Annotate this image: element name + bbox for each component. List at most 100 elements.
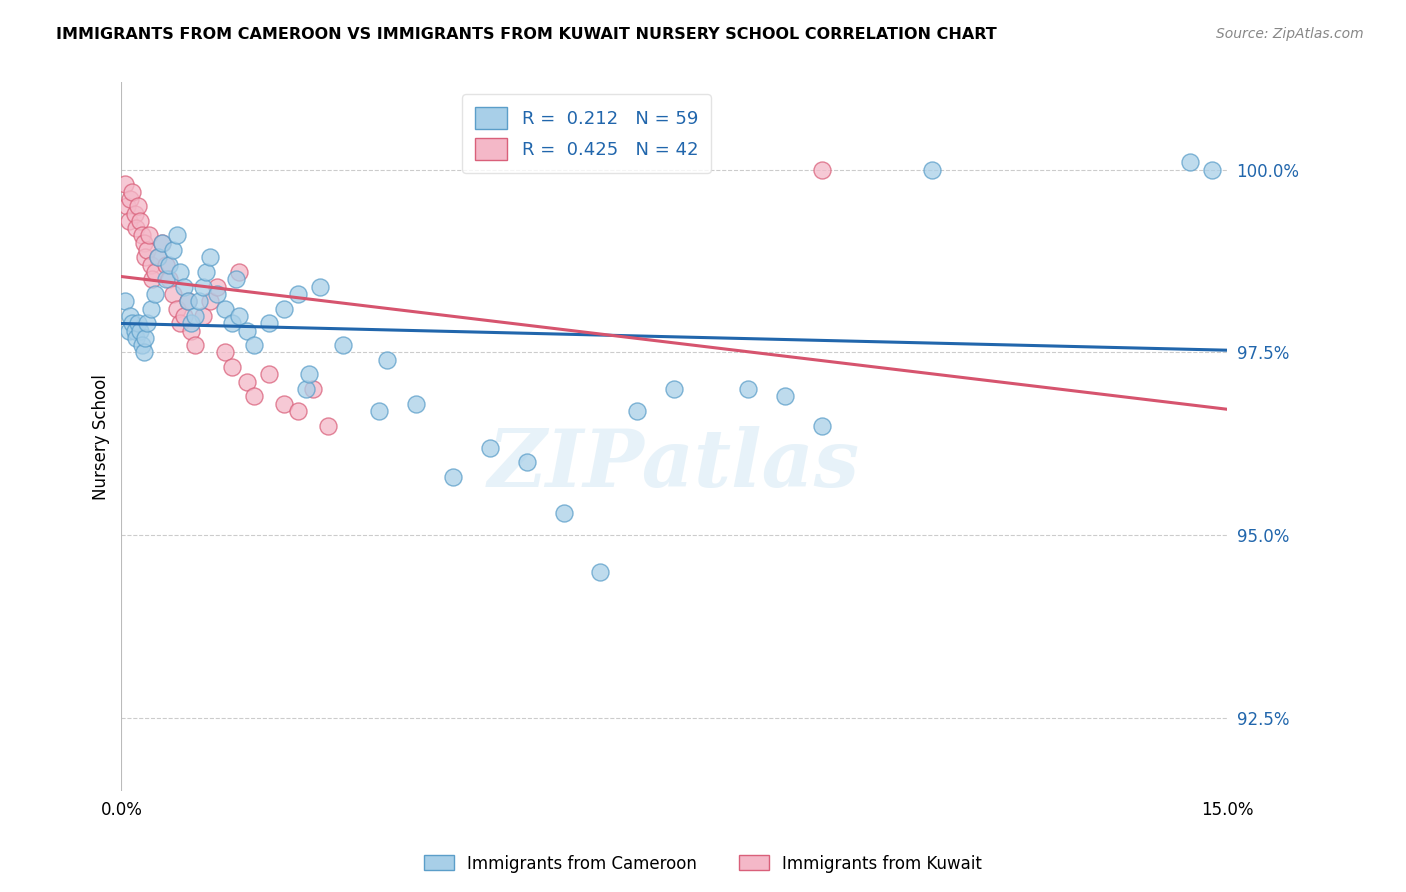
Point — [257, 316, 280, 330]
Point — [195, 265, 218, 279]
Point — [173, 309, 195, 323]
Point — [143, 287, 166, 301]
Point — [737, 382, 759, 396]
Point — [1178, 155, 1201, 169]
Point — [273, 397, 295, 411]
Point — [257, 368, 280, 382]
Point — [127, 316, 149, 330]
Point — [166, 301, 188, 316]
Point — [553, 507, 575, 521]
Point — [125, 331, 148, 345]
Point — [243, 389, 266, 403]
Point — [169, 265, 191, 279]
Point — [221, 316, 243, 330]
Legend: R =  0.212   N = 59, R =  0.425   N = 42: R = 0.212 N = 59, R = 0.425 N = 42 — [463, 95, 711, 173]
Point — [132, 345, 155, 359]
Point — [184, 338, 207, 352]
Point — [150, 235, 173, 250]
Point — [124, 324, 146, 338]
Point — [143, 265, 166, 279]
Point — [191, 309, 214, 323]
Point — [148, 251, 170, 265]
Text: Source: ZipAtlas.com: Source: ZipAtlas.com — [1216, 27, 1364, 41]
Point — [298, 368, 321, 382]
Point — [131, 338, 153, 352]
Point — [1201, 162, 1223, 177]
Text: IMMIGRANTS FROM CAMEROON VS IMMIGRANTS FROM KUWAIT NURSERY SCHOOL CORRELATION CH: IMMIGRANTS FROM CAMEROON VS IMMIGRANTS F… — [56, 27, 997, 42]
Point — [228, 265, 250, 279]
Point — [516, 455, 538, 469]
Point — [114, 178, 136, 192]
Point — [198, 251, 221, 265]
Point — [128, 214, 150, 228]
Point — [921, 162, 943, 177]
Point — [287, 287, 309, 301]
Point — [810, 418, 832, 433]
Point — [166, 228, 188, 243]
Point — [228, 309, 250, 323]
Point — [184, 309, 207, 323]
Point — [127, 199, 149, 213]
Point — [180, 316, 202, 330]
Point — [368, 404, 391, 418]
Point — [207, 279, 229, 293]
Point — [441, 470, 464, 484]
Point — [173, 279, 195, 293]
Point — [162, 287, 184, 301]
Point — [114, 294, 136, 309]
Point — [157, 272, 180, 286]
Point — [626, 404, 648, 418]
Point — [128, 324, 150, 338]
Point — [155, 258, 177, 272]
Point — [150, 235, 173, 250]
Point — [273, 301, 295, 316]
Point — [118, 324, 141, 338]
Point — [235, 324, 257, 338]
Point — [148, 251, 170, 265]
Point — [332, 338, 354, 352]
Point — [207, 287, 229, 301]
Point — [221, 360, 243, 375]
Point — [773, 389, 796, 403]
Point — [132, 235, 155, 250]
Point — [121, 316, 143, 330]
Point — [287, 404, 309, 418]
Point — [120, 309, 142, 323]
Point — [134, 331, 156, 345]
Point — [191, 279, 214, 293]
Point — [214, 301, 236, 316]
Legend: Immigrants from Cameroon, Immigrants from Kuwait: Immigrants from Cameroon, Immigrants fro… — [418, 848, 988, 880]
Point — [198, 294, 221, 309]
Point — [124, 206, 146, 220]
Point — [162, 243, 184, 257]
Point — [134, 251, 156, 265]
Point — [478, 441, 501, 455]
Point — [169, 316, 191, 330]
Point — [121, 185, 143, 199]
Point — [177, 294, 200, 309]
Point — [136, 316, 159, 330]
Point — [225, 272, 247, 286]
Point — [120, 192, 142, 206]
Point — [662, 382, 685, 396]
Point — [243, 338, 266, 352]
Point — [125, 221, 148, 235]
Point — [309, 279, 332, 293]
Y-axis label: Nursery School: Nursery School — [93, 374, 110, 500]
Point — [405, 397, 427, 411]
Point — [157, 258, 180, 272]
Point — [316, 418, 339, 433]
Point — [302, 382, 325, 396]
Point — [155, 272, 177, 286]
Point — [375, 352, 398, 367]
Point — [294, 382, 316, 396]
Point — [118, 214, 141, 228]
Point — [131, 228, 153, 243]
Point — [136, 243, 159, 257]
Point — [177, 294, 200, 309]
Point — [139, 258, 162, 272]
Text: ZIPatlas: ZIPatlas — [488, 426, 860, 504]
Point — [235, 375, 257, 389]
Point — [180, 324, 202, 338]
Point — [139, 301, 162, 316]
